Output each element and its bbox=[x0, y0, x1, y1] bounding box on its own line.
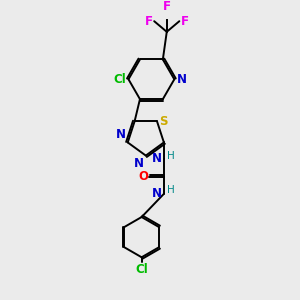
Text: N: N bbox=[116, 128, 125, 141]
Text: F: F bbox=[163, 0, 171, 14]
Text: F: F bbox=[145, 15, 153, 28]
Text: N: N bbox=[152, 187, 162, 200]
Text: H: H bbox=[167, 185, 174, 196]
Text: Cl: Cl bbox=[113, 73, 126, 86]
Text: N: N bbox=[134, 157, 144, 170]
Text: O: O bbox=[138, 170, 148, 183]
Text: N: N bbox=[176, 73, 187, 86]
Text: N: N bbox=[152, 152, 162, 165]
Text: F: F bbox=[181, 15, 189, 28]
Text: H: H bbox=[167, 151, 174, 161]
Text: Cl: Cl bbox=[135, 263, 148, 276]
Text: S: S bbox=[159, 115, 168, 128]
